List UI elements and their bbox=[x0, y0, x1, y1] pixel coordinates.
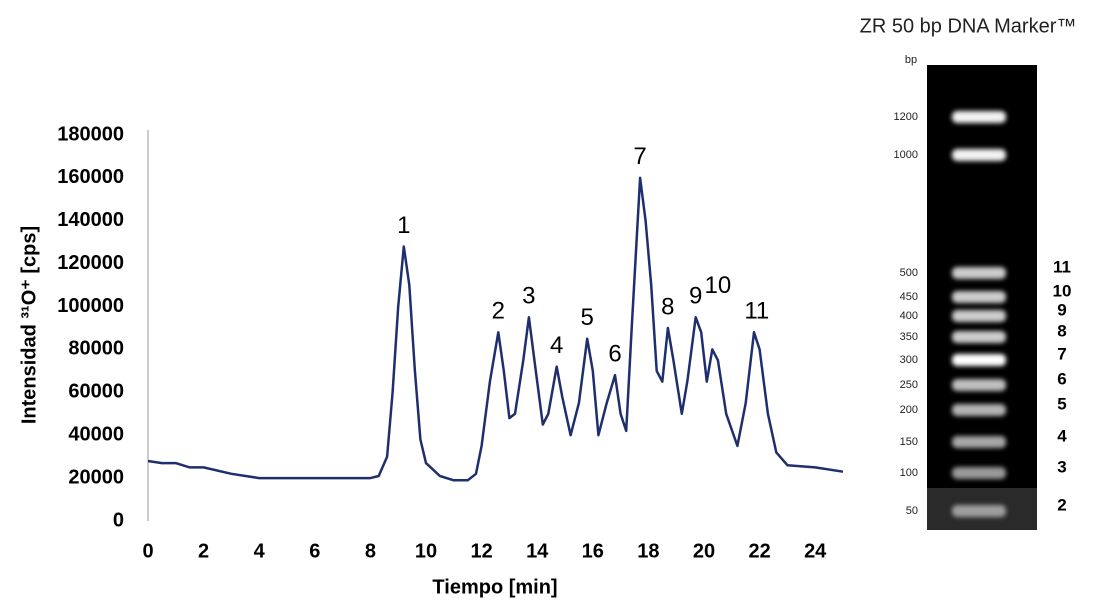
gel-band bbox=[952, 267, 1006, 279]
peak-label: 5 bbox=[581, 304, 594, 331]
gel-unit: bp bbox=[905, 54, 917, 66]
gel-band bbox=[952, 467, 1006, 479]
gel-band bbox=[952, 505, 1006, 517]
x-tick-label: 16 bbox=[582, 540, 604, 562]
gel-lane-label: 7 bbox=[1057, 344, 1066, 363]
gel-size-label: 200 bbox=[900, 404, 918, 416]
gel-band bbox=[952, 331, 1006, 343]
x-tick-label: 14 bbox=[526, 540, 549, 562]
gel-size-label: 300 bbox=[900, 354, 918, 366]
y-tick-label: 120000 bbox=[57, 252, 124, 274]
gel-size-label: 500 bbox=[900, 267, 918, 279]
gel-size-label: 250 bbox=[900, 379, 918, 391]
gel-lane-label: 9 bbox=[1057, 300, 1066, 319]
x-tick-label: 6 bbox=[309, 540, 320, 562]
gel-size-label: 1000 bbox=[894, 149, 918, 161]
gel-band bbox=[952, 436, 1006, 448]
x-tick-label: 24 bbox=[804, 540, 827, 562]
gel-lane-label: 6 bbox=[1057, 369, 1066, 388]
y-tick-label: 140000 bbox=[57, 209, 124, 231]
x-tick-label: 10 bbox=[415, 540, 437, 562]
peak-label: 4 bbox=[550, 332, 563, 359]
x-tick-label: 8 bbox=[365, 540, 376, 562]
gel-band bbox=[952, 379, 1006, 391]
gel-band bbox=[952, 404, 1006, 416]
gel-size-label: 400 bbox=[900, 310, 918, 322]
y-tick-label: 0 bbox=[113, 509, 124, 531]
gel-size-label: 350 bbox=[900, 331, 918, 343]
gel-band bbox=[952, 354, 1006, 366]
peak-label: 2 bbox=[492, 298, 505, 325]
gel-size-label: 150 bbox=[900, 436, 918, 448]
gel-size-label: 100 bbox=[900, 467, 918, 479]
y-tick-label: 40000 bbox=[68, 424, 124, 446]
x-tick-label: 2 bbox=[198, 540, 209, 562]
gel-band bbox=[952, 291, 1006, 303]
gel-title: ZR 50 bp DNA Marker™ bbox=[860, 15, 1077, 37]
y-tick-label: 160000 bbox=[57, 166, 124, 188]
gel-band bbox=[952, 149, 1006, 161]
peak-label: 6 bbox=[608, 341, 621, 368]
gel-lane-label: 2 bbox=[1057, 495, 1066, 514]
gel-size-label: 450 bbox=[900, 291, 918, 303]
x-tick-label: 0 bbox=[142, 540, 153, 562]
y-tick-label: 20000 bbox=[68, 466, 124, 488]
x-axis-title: Tiempo [min] bbox=[432, 576, 557, 598]
gel-size-label: 50 bbox=[906, 505, 918, 517]
x-tick-label: 18 bbox=[637, 540, 659, 562]
x-tick-label: 4 bbox=[254, 540, 266, 562]
peak-label: 8 bbox=[661, 293, 674, 320]
y-tick-label: 100000 bbox=[57, 295, 124, 317]
gel-band bbox=[952, 310, 1006, 322]
peak-label: 10 bbox=[705, 272, 732, 299]
peak-label: 11 bbox=[744, 298, 769, 325]
peak-label: 7 bbox=[633, 143, 646, 170]
y-tick-label: 60000 bbox=[68, 381, 124, 403]
figure: Intensidad ³¹O⁺ [cps] Tiempo [min] ZR 50… bbox=[0, 0, 1112, 601]
gel-lane-label: 11 bbox=[1053, 257, 1071, 276]
gel-lane-label: 10 bbox=[1053, 281, 1072, 300]
gel-band bbox=[952, 111, 1006, 123]
trace bbox=[148, 178, 843, 480]
peak-label: 3 bbox=[522, 283, 535, 310]
y-tick-label: 80000 bbox=[68, 338, 124, 360]
gel-lane-label: 3 bbox=[1057, 457, 1066, 476]
gel-size-label: 1200 bbox=[894, 111, 918, 123]
gel-lane-label: 5 bbox=[1057, 394, 1066, 413]
gel-lane-label: 4 bbox=[1057, 426, 1067, 445]
peak-label: 9 bbox=[689, 283, 702, 310]
y-axis-title: Intensidad ³¹O⁺ [cps] bbox=[18, 226, 40, 424]
x-tick-label: 12 bbox=[470, 540, 492, 562]
y-tick-label: 180000 bbox=[57, 123, 124, 145]
peak-label: 1 bbox=[397, 212, 410, 239]
gel-lane-label: 8 bbox=[1057, 321, 1066, 340]
x-tick-label: 20 bbox=[693, 540, 715, 562]
x-tick-label: 22 bbox=[748, 540, 770, 562]
